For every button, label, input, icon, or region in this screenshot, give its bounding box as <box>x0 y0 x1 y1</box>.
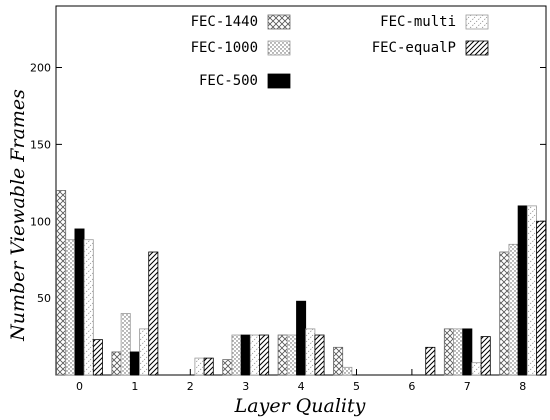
bar-fec-equalp-3 <box>259 334 270 376</box>
bar-fec-500-0 <box>74 228 85 376</box>
legend-label: FEC-multi <box>380 14 456 30</box>
bar-fec-1000-3 <box>231 334 242 376</box>
bar-fec-multi-1 <box>139 328 150 376</box>
x-tick-label: 0 <box>76 380 83 393</box>
bar-fec-equalp-1 <box>148 251 159 376</box>
x-tick-label: 5 <box>353 380 360 393</box>
bar-fec-multi-8 <box>526 205 537 376</box>
bar-fec-equalp-0 <box>92 339 103 376</box>
bar-fec-equalp-8 <box>536 220 547 376</box>
y-tick-label: 150 <box>30 138 51 151</box>
bar-fec-1440-4 <box>277 334 288 376</box>
x-tick-label: 3 <box>242 380 249 393</box>
x-tick-label: 4 <box>298 380 305 393</box>
bar-fec-500-1 <box>129 351 140 376</box>
x-tick-label: 6 <box>408 380 415 393</box>
legend-label: FEC-equalP <box>372 40 456 56</box>
bar-fec-1000-8 <box>508 243 519 376</box>
bar-fec-equalp-7 <box>480 336 491 376</box>
bar-fec-multi-0 <box>83 239 94 376</box>
bar-fec-equalp-4 <box>314 334 325 376</box>
legend-label: FEC-1440 <box>191 14 258 30</box>
bar-fec-multi-7 <box>471 362 482 376</box>
x-tick-label: 7 <box>464 380 471 393</box>
legend-label: FEC-1000 <box>191 40 258 56</box>
bar-fec-500-4 <box>296 300 307 376</box>
legend-swatch <box>267 73 291 89</box>
bar-fec-multi-2 <box>194 357 205 376</box>
x-tick-label: 8 <box>519 380 526 393</box>
y-axis-title: Number Viewable Frames <box>7 89 29 342</box>
bar-fec-1000-0 <box>65 239 76 376</box>
x-tick-label: 2 <box>187 380 194 393</box>
y-tick-label: 50 <box>37 292 51 305</box>
legend-swatch <box>267 14 291 30</box>
bar-fec-500-8 <box>517 205 528 376</box>
bar-fec-500-3 <box>240 334 251 376</box>
bar-fec-1440-0 <box>56 190 67 376</box>
bar-fec-1000-4 <box>286 334 297 376</box>
bar-fec-multi-4 <box>305 328 316 376</box>
bar-fec-1440-8 <box>499 251 510 376</box>
bar-fec-1440-1 <box>111 351 122 376</box>
x-tick-label: 1 <box>131 380 138 393</box>
legend-swatch <box>465 14 489 30</box>
y-tick-label: 200 <box>30 62 51 75</box>
bar-fec-1000-5 <box>342 366 353 376</box>
bar-fec-1440-5 <box>333 346 344 376</box>
bars-group <box>56 190 547 376</box>
bar-fec-500-7 <box>462 328 473 376</box>
bar-fec-1440-3 <box>222 359 233 376</box>
legend-swatch <box>465 40 489 56</box>
x-axis-title: Layer Quality <box>234 395 366 417</box>
bar-fec-equalp-6 <box>425 346 436 376</box>
legend-label: FEC-500 <box>199 73 258 89</box>
bar-fec-1440-7 <box>443 328 454 376</box>
legend: FEC-1440 FEC-1000 FEC-500 FEC-multi FEC-equa… <box>191 14 489 89</box>
bar-fec-1000-1 <box>120 313 131 376</box>
bar-fec-equalp-2 <box>203 357 214 376</box>
y-tick-label: 100 <box>30 215 51 228</box>
bar-fec-1000-7 <box>453 328 464 376</box>
legend-swatch <box>267 40 291 56</box>
bar-fec-multi-3 <box>249 334 260 376</box>
